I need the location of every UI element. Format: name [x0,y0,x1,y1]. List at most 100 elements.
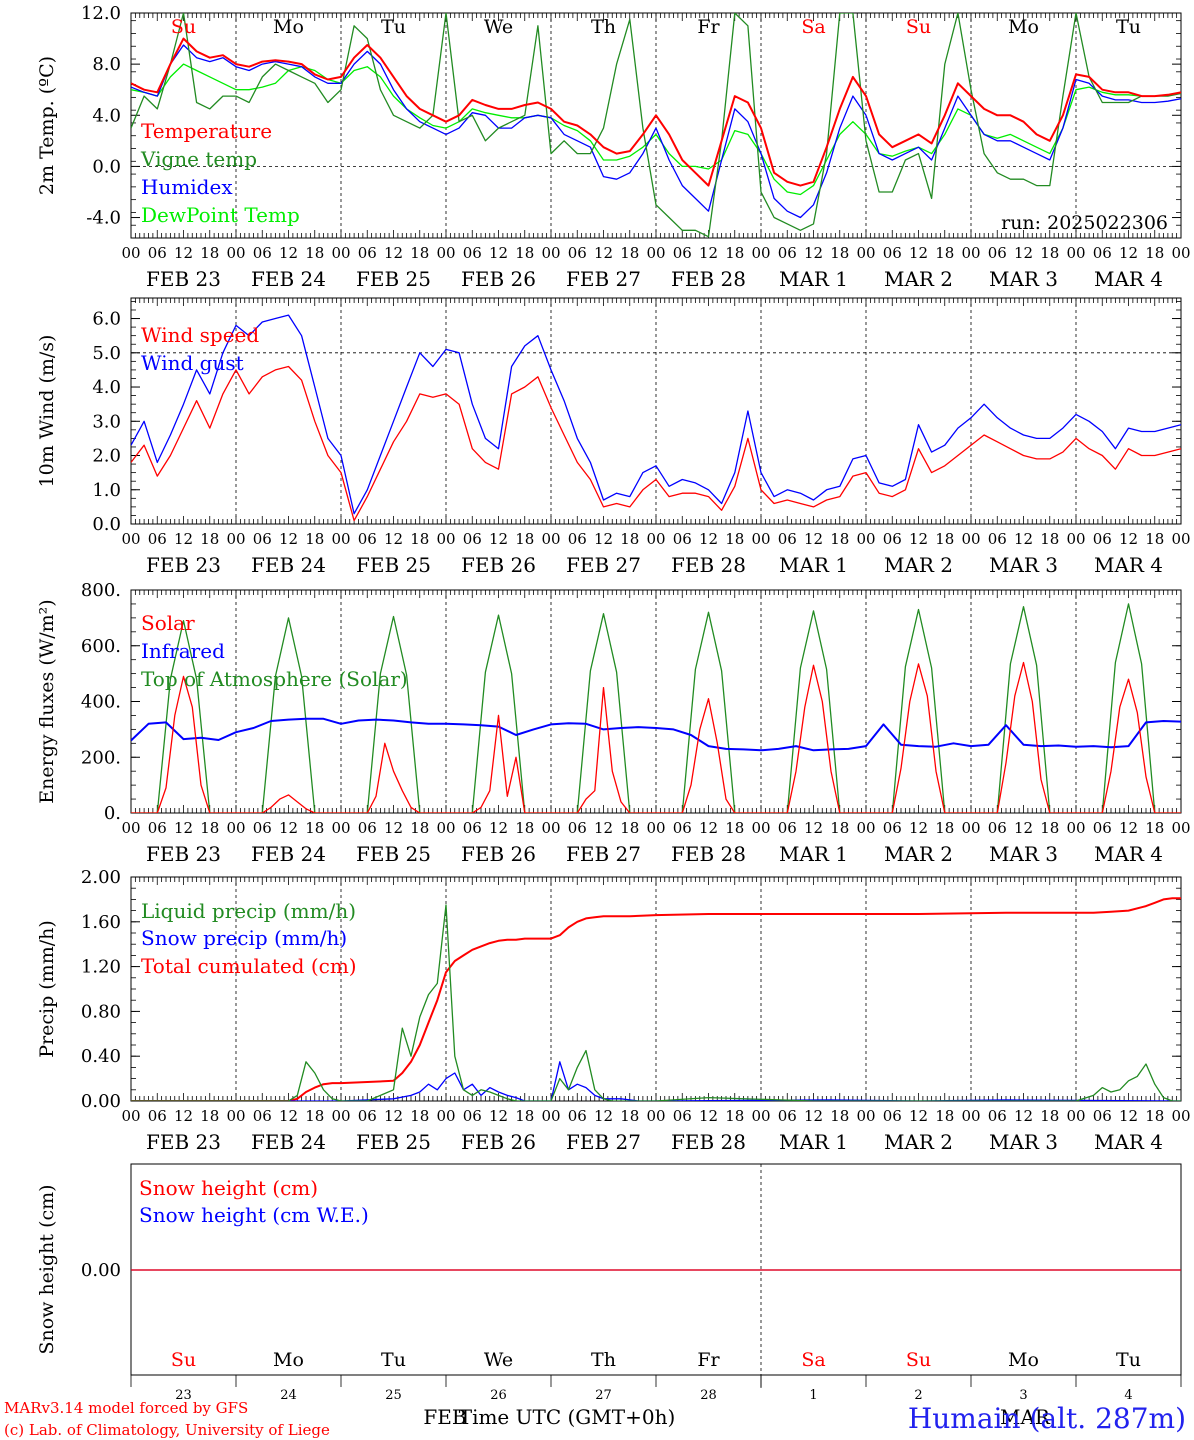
date-label: MAR 2 [884,842,953,866]
y-tick-label: 1.0 [92,480,121,501]
hour-label: 06 [568,530,587,548]
legend-entry: Wind speed [141,323,259,347]
footer-credit: (c) Lab. of Climatology, University of L… [4,1421,330,1439]
date-label: MAR 3 [989,1130,1058,1154]
hour-label: 18 [725,1107,744,1125]
y-tick-label: 0. [104,803,121,824]
hour-label: 00 [1066,819,1085,837]
hour-label: 12 [1014,244,1033,262]
legend-entry: Solar [141,611,195,635]
date-label: FEB 24 [251,1130,326,1154]
legend-entry: DewPoint Temp [141,203,300,227]
hour-label: 12 [384,1107,403,1125]
date-label: FEB 26 [461,1130,536,1154]
hour-label: 12 [594,244,613,262]
run-label: run: 2025022306 [1001,212,1168,234]
hour-label: 06 [463,244,482,262]
hour-label: 12 [1119,819,1138,837]
hour-label: 00 [331,1107,350,1125]
panel-4: 2.00 1.60 1.20 0.80 0.40 0.00 Precip (mm/h) Liq… [36,867,1191,1154]
series-line [131,897,1181,1101]
y-axis-title: Precip (mm/h) [36,920,58,1058]
hour-label: 18 [1145,244,1164,262]
hour-label: 18 [935,244,954,262]
legend-entry: Liquid precip (mm/h) [141,899,356,923]
weekday-label: Su [171,16,196,38]
hour-label: 12 [279,819,298,837]
hour-label: 12 [489,1107,508,1125]
day-number: 24 [280,1388,297,1403]
hour-label: 18 [1040,819,1059,837]
hour-label: 12 [174,1107,193,1125]
hour-label: 06 [148,819,167,837]
bottom-month-mar: MAR [1000,1405,1051,1429]
hour-label: 06 [568,1107,587,1125]
hour-label: 12 [699,819,718,837]
date-label: MAR 4 [1094,553,1163,577]
weekday-label: Su [906,16,931,38]
hour-label: 18 [725,530,744,548]
hour-label: 06 [883,1107,902,1125]
hour-label: 12 [909,530,928,548]
date-label: MAR 3 [989,553,1058,577]
site-label: Humain (alt. 287m) [908,1402,1186,1435]
hour-label: 00 [541,819,560,837]
y-tick-label: -4.0 [86,208,121,229]
y-tick-label: 6.0 [92,309,121,330]
hour-label: 12 [1119,244,1138,262]
hour-label: 12 [384,244,403,262]
hour-label: 12 [699,1107,718,1125]
date-label: FEB 28 [671,267,746,291]
y-tick-label: 0.00 [81,1260,121,1281]
footer-model: MARv3.14 model forced by GFS [4,1399,248,1417]
date-label: FEB 24 [251,553,326,577]
day-number: 1 [809,1388,817,1403]
y-tick-label: 12.0 [81,3,121,24]
y-tick-label: 2.00 [81,867,121,888]
weekday-label: Su [171,1349,196,1371]
y-tick-label: 4.0 [92,105,121,126]
hour-label: 06 [673,530,692,548]
hour-label: 00 [961,1107,980,1125]
hour-label: 18 [1040,1107,1059,1125]
y-tick-label: 8.0 [92,54,121,75]
date-label: FEB 28 [671,1130,746,1154]
hour-label: 12 [279,244,298,262]
hour-label: 06 [568,819,587,837]
series-group [131,13,1181,238]
hour-label: 18 [515,819,534,837]
hour-label: 18 [1040,244,1059,262]
hour-label: 18 [620,819,639,837]
date-label: FEB 23 [146,267,221,291]
y-tick-label: 0.0 [92,514,121,535]
day-number: 3 [1019,1388,1027,1403]
series-line [131,365,1181,522]
hour-label: 00 [1066,530,1085,548]
hour-label: 00 [961,530,980,548]
hour-label: 18 [620,244,639,262]
hour-label: 06 [358,244,377,262]
series-line [131,37,1181,187]
hour-label: 06 [253,819,272,837]
hour-label: 00 [121,819,140,837]
weekday-label: Fr [697,1349,720,1371]
weekday-label: Mo [273,16,304,38]
panel-2: 6.0 5.0 4.0 3.0 2.0 1.0 0.0 10m Wind (m/s) Wind … [36,297,1191,577]
date-label: FEB 24 [251,842,326,866]
date-label: FEB 26 [461,842,536,866]
hour-label: 06 [883,530,902,548]
hour-label: 18 [1040,530,1059,548]
hour-label: 12 [174,530,193,548]
hour-label: 06 [253,244,272,262]
hour-label: 18 [935,530,954,548]
hour-label: 12 [594,1107,613,1125]
hour-label: 06 [673,1107,692,1125]
hour-label: 12 [384,819,403,837]
y-tick-label: 0.80 [81,1001,121,1022]
hour-label: 00 [121,530,140,548]
hour-label: 06 [253,1107,272,1125]
hour-label: 00 [436,1107,455,1125]
date-label: MAR 1 [779,553,848,577]
y-tick-label: 800. [81,580,121,601]
y-tick-label: 5.0 [92,343,121,364]
